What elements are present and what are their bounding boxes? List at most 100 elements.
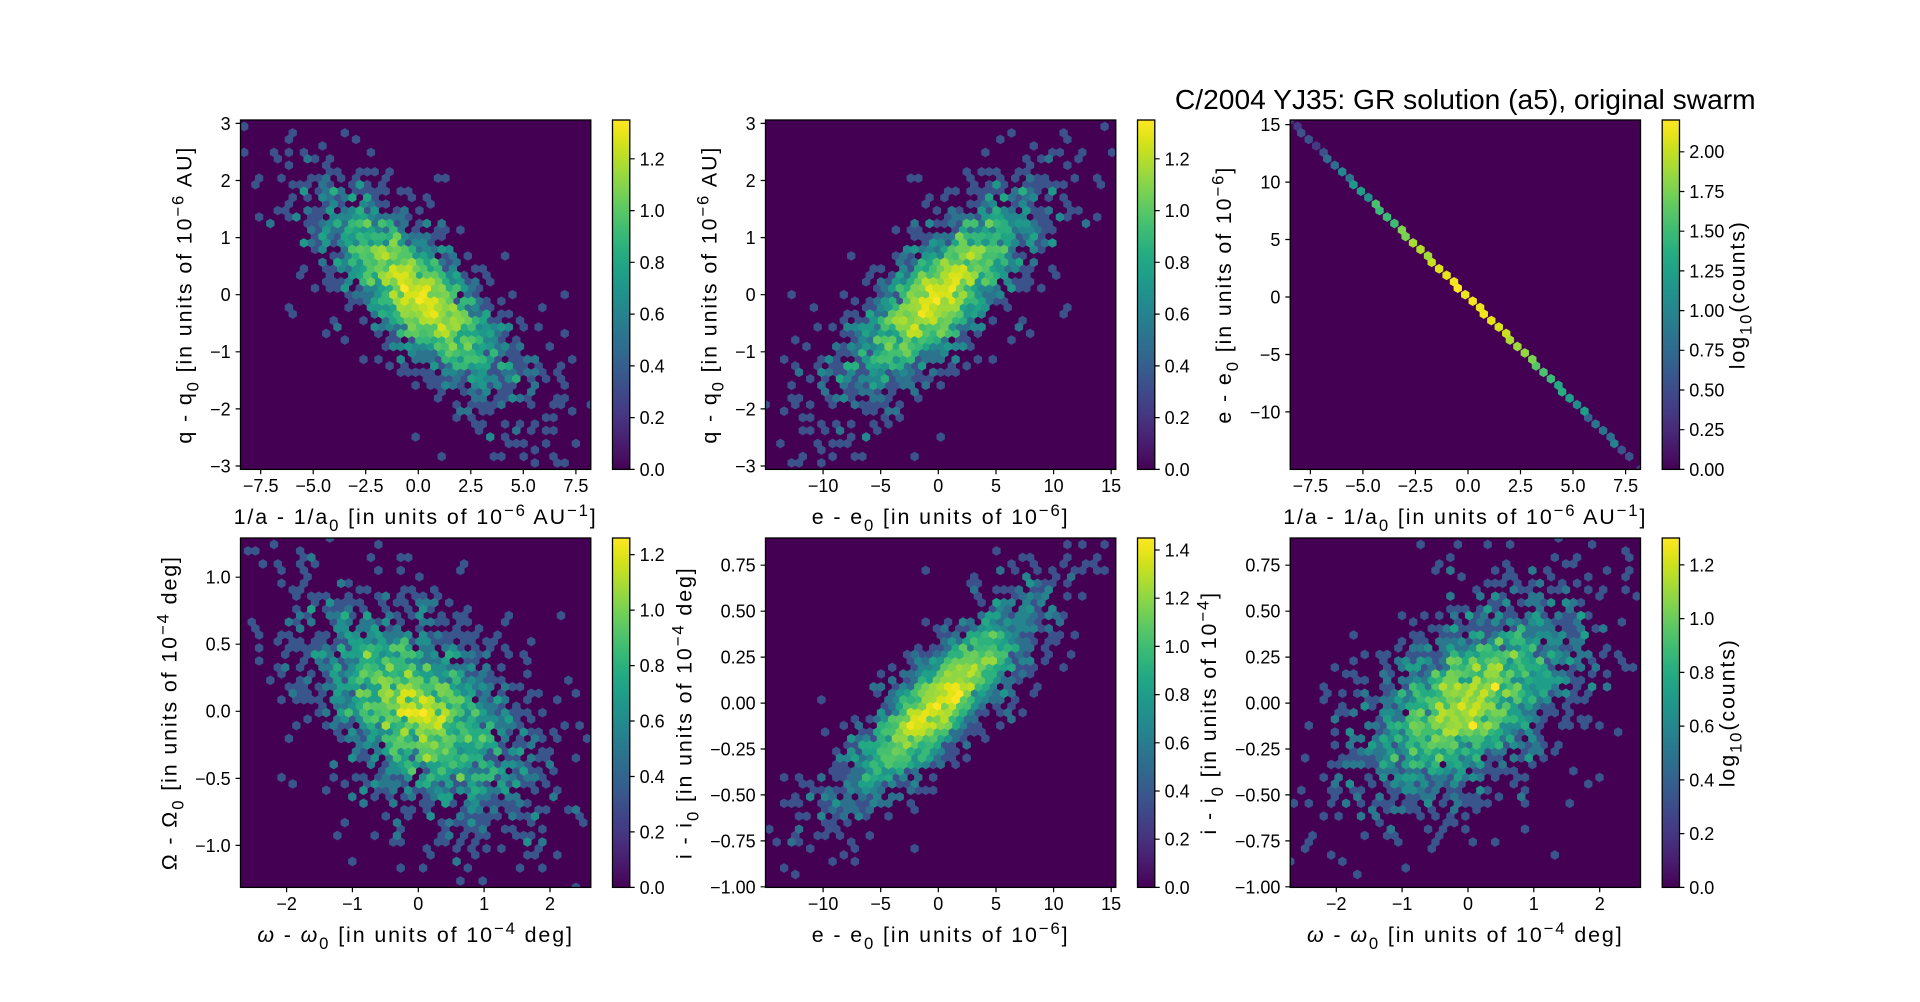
- svg-text:−1: −1: [210, 342, 231, 362]
- svg-text:0.2: 0.2: [640, 822, 665, 842]
- svg-text:0.25: 0.25: [721, 648, 756, 668]
- svg-text:−10: −10: [808, 894, 839, 914]
- svg-text:2.00: 2.00: [1689, 142, 1724, 162]
- svg-text:0: 0: [1270, 287, 1280, 307]
- svg-text:0.0: 0.0: [640, 878, 665, 898]
- svg-text:0.50: 0.50: [1245, 602, 1280, 622]
- svg-text:0: 0: [933, 476, 943, 496]
- svg-text:q - q0 [in units of 10−6 AU]: q - q0 [in units of 10−6 AU]: [169, 146, 203, 444]
- svg-text:−7.5: −7.5: [243, 476, 279, 496]
- svg-text:1.2: 1.2: [640, 545, 665, 565]
- svg-text:1.4: 1.4: [1165, 541, 1190, 561]
- svg-text:i - i0 [in units of 10−4 deg]: i - i0 [in units of 10−4 deg]: [669, 566, 703, 859]
- svg-text:−1.00: −1.00: [1235, 877, 1281, 897]
- svg-text:−5: −5: [1260, 345, 1281, 365]
- svg-text:2: 2: [545, 894, 555, 914]
- svg-text:−7.5: −7.5: [1293, 476, 1329, 496]
- svg-text:−10: −10: [808, 476, 839, 496]
- svg-text:−0.75: −0.75: [710, 831, 756, 851]
- svg-text:−3: −3: [735, 456, 756, 476]
- svg-text:0.4: 0.4: [1165, 356, 1190, 376]
- svg-text:−2: −2: [210, 399, 231, 419]
- svg-text:1.2: 1.2: [1165, 589, 1190, 609]
- svg-text:1.2: 1.2: [640, 149, 665, 169]
- svg-text:0.8: 0.8: [1165, 685, 1190, 705]
- svg-text:1.2: 1.2: [1689, 555, 1714, 575]
- svg-text:−2: −2: [735, 399, 756, 419]
- svg-text:5.0: 5.0: [511, 476, 536, 496]
- svg-text:0.8: 0.8: [640, 253, 665, 273]
- svg-text:5: 5: [991, 476, 1001, 496]
- svg-text:−2: −2: [1326, 894, 1347, 914]
- svg-text:0.00: 0.00: [1689, 460, 1724, 480]
- svg-text:0.4: 0.4: [640, 767, 665, 787]
- svg-text:0.0: 0.0: [1689, 878, 1714, 898]
- svg-text:2: 2: [746, 171, 756, 191]
- svg-text:10: 10: [1260, 173, 1280, 193]
- svg-text:0.4: 0.4: [1689, 770, 1714, 790]
- svg-text:7.5: 7.5: [1613, 476, 1638, 496]
- svg-text:1: 1: [479, 894, 489, 914]
- svg-text:0.0: 0.0: [406, 476, 431, 496]
- svg-text:2.5: 2.5: [458, 476, 483, 496]
- svg-text:0: 0: [413, 894, 423, 914]
- svg-text:0.0: 0.0: [1165, 460, 1190, 480]
- svg-text:−5: −5: [870, 894, 891, 914]
- svg-text:1.0: 1.0: [640, 201, 665, 221]
- svg-text:−0.50: −0.50: [1235, 785, 1281, 805]
- svg-text:e - e0 [in units of 10−6]: e - e0 [in units of 10−6]: [812, 501, 1070, 535]
- svg-text:q - q0 [in units of 10−6 AU]: q - q0 [in units of 10−6 AU]: [694, 146, 728, 444]
- svg-text:0.75: 0.75: [1689, 341, 1724, 361]
- svg-text:0.00: 0.00: [1245, 694, 1280, 714]
- svg-text:0.6: 0.6: [1689, 717, 1714, 737]
- svg-text:2: 2: [1595, 894, 1605, 914]
- svg-text:−1: −1: [1392, 894, 1413, 914]
- svg-text:10: 10: [1044, 894, 1064, 914]
- svg-text:1.75: 1.75: [1689, 182, 1724, 202]
- svg-text:0.8: 0.8: [1689, 663, 1714, 683]
- svg-text:0.8: 0.8: [1165, 253, 1190, 273]
- svg-text:7.5: 7.5: [563, 476, 588, 496]
- svg-text:0.75: 0.75: [1245, 556, 1280, 576]
- svg-text:log10(counts): log10(counts): [1716, 638, 1746, 787]
- svg-text:1/a - 1/a0 [in units of 10−6 A: 1/a - 1/a0 [in units of 10−6 AU−1]: [234, 501, 598, 535]
- svg-text:5: 5: [1270, 230, 1280, 250]
- svg-text:−5.0: −5.0: [1345, 476, 1381, 496]
- svg-text:3: 3: [221, 114, 231, 134]
- svg-text:0.0: 0.0: [206, 702, 231, 722]
- svg-text:e - e0 [in units of 10−6]: e - e0 [in units of 10−6]: [1208, 166, 1242, 424]
- svg-text:0: 0: [933, 894, 943, 914]
- svg-text:0.0: 0.0: [1455, 476, 1480, 496]
- svg-text:−0.75: −0.75: [1235, 831, 1281, 851]
- svg-text:0.6: 0.6: [640, 712, 665, 732]
- svg-text:−0.25: −0.25: [1235, 740, 1281, 760]
- svg-text:1.0: 1.0: [640, 601, 665, 621]
- svg-text:−2: −2: [276, 894, 297, 914]
- svg-text:−10: −10: [1250, 402, 1281, 422]
- svg-text:0: 0: [221, 285, 231, 305]
- svg-text:1.0: 1.0: [1689, 609, 1714, 629]
- svg-text:1.0: 1.0: [1165, 201, 1190, 221]
- svg-text:2.5: 2.5: [1508, 476, 1533, 496]
- svg-text:log10(counts): log10(counts): [1726, 220, 1756, 369]
- svg-text:15: 15: [1101, 894, 1121, 914]
- svg-text:−0.25: −0.25: [710, 740, 756, 760]
- svg-text:0.0: 0.0: [640, 460, 665, 480]
- svg-text:−2.5: −2.5: [1398, 476, 1434, 496]
- svg-text:1.2: 1.2: [1165, 149, 1190, 169]
- svg-text:0.00: 0.00: [721, 694, 756, 714]
- svg-text:5.0: 5.0: [1560, 476, 1585, 496]
- svg-text:1/a - 1/a0 [in units of 10−6 A: 1/a - 1/a0 [in units of 10−6 AU−1]: [1283, 501, 1647, 535]
- svg-text:i - i0 [in units of 10−4]: i - i0 [in units of 10−4]: [1193, 591, 1227, 834]
- svg-text:10: 10: [1044, 476, 1064, 496]
- svg-text:1.50: 1.50: [1689, 222, 1724, 242]
- svg-text:0.0: 0.0: [1165, 878, 1190, 898]
- svg-text:0: 0: [1463, 894, 1473, 914]
- svg-text:5: 5: [991, 894, 1001, 914]
- svg-text:−2.5: −2.5: [348, 476, 384, 496]
- svg-text:−0.50: −0.50: [710, 785, 756, 805]
- svg-text:2: 2: [221, 171, 231, 191]
- svg-text:ω - ω0 [in units of 10−4 deg]: ω - ω0 [in units of 10−4 deg]: [1307, 919, 1624, 953]
- svg-text:−3: −3: [210, 456, 231, 476]
- svg-text:0.50: 0.50: [721, 602, 756, 622]
